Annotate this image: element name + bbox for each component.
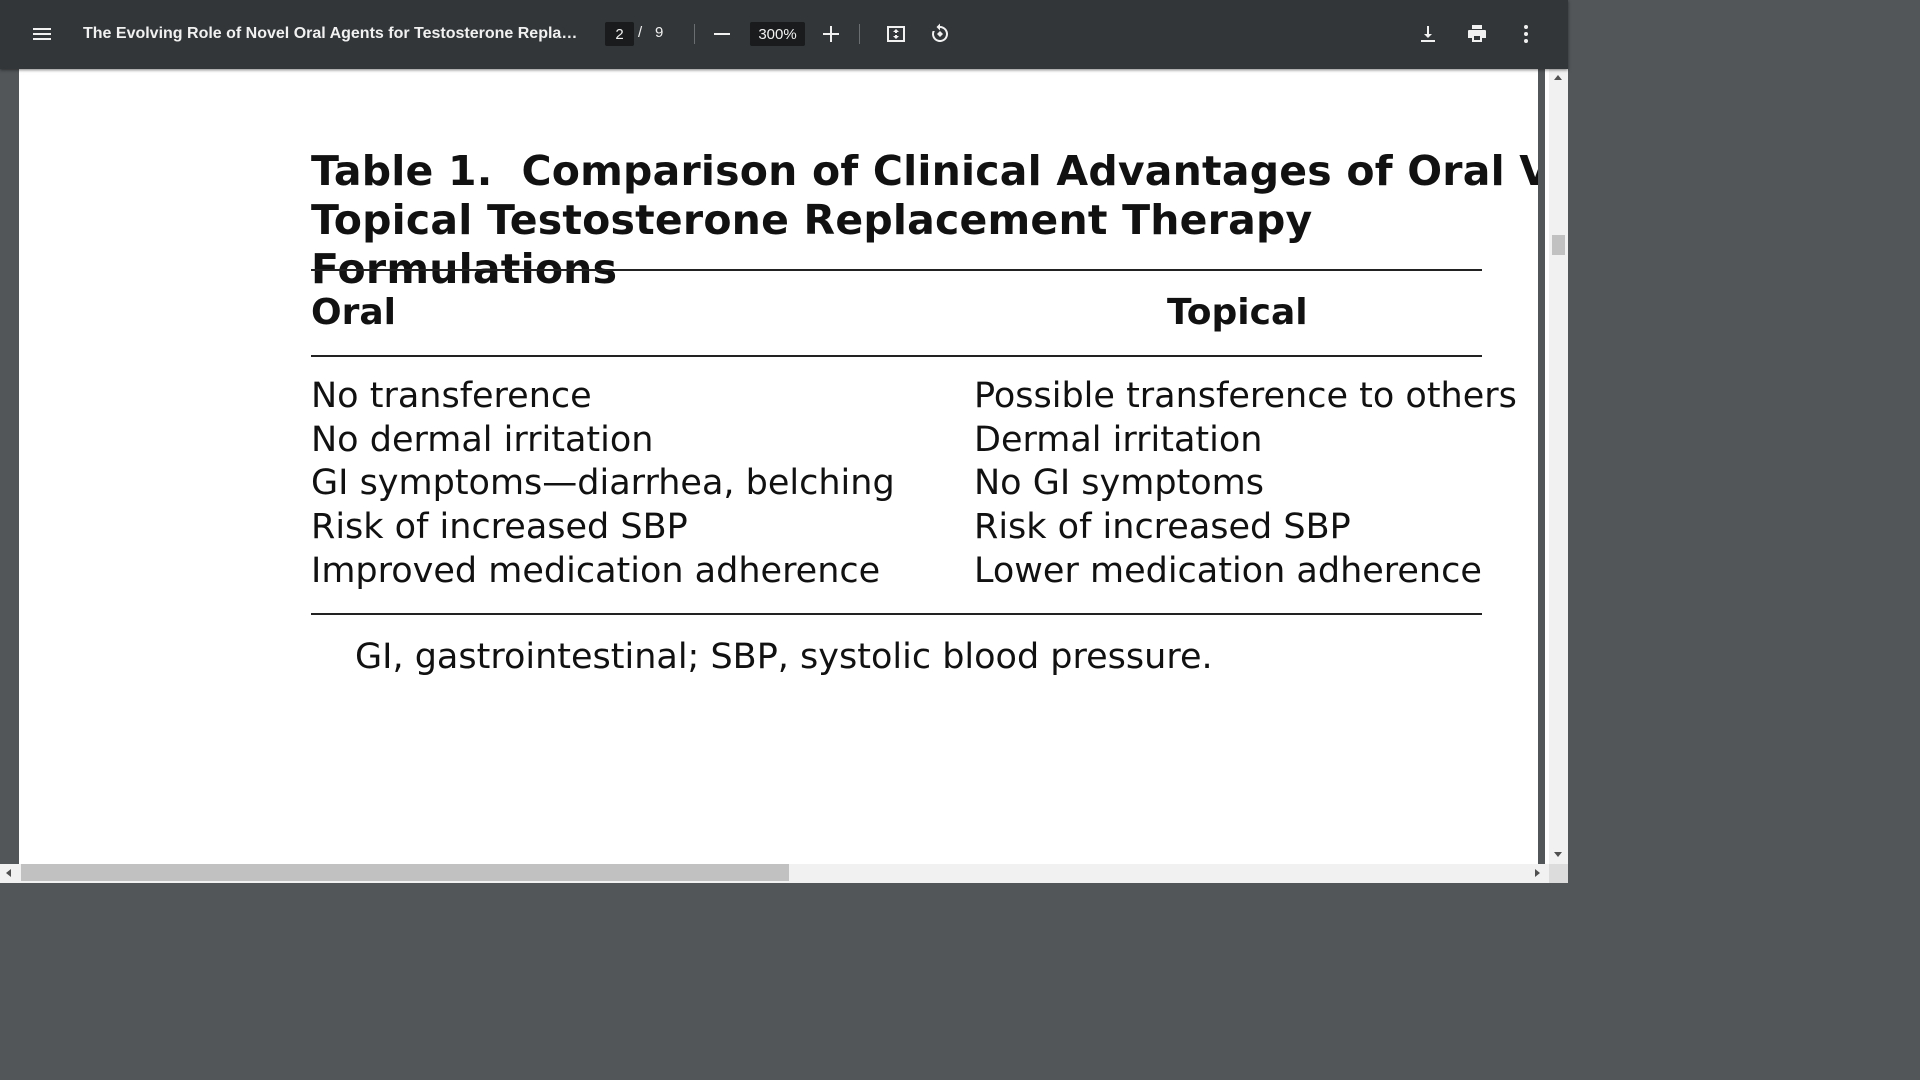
fit-to-page-icon[interactable]	[876, 14, 916, 54]
table-cell-topical: Risk of increased SBP	[974, 507, 1351, 547]
menu-icon[interactable]	[22, 14, 62, 54]
table-title-line-2: Topical Testosterone Replacement Therapy…	[311, 196, 1313, 293]
table-rule-top	[311, 269, 1482, 271]
print-icon[interactable]	[1457, 14, 1497, 54]
page-number-input[interactable]	[605, 22, 634, 46]
table-cell-topical: Lower medication adherence	[974, 551, 1482, 591]
horizontal-scrollbar[interactable]	[0, 864, 1549, 883]
table-cell-topical: Dermal irritation	[974, 420, 1263, 460]
table-cell-oral: Risk of increased SBP	[311, 507, 688, 547]
table-footnote: GI, gastrointestinal; SBP, systolic bloo…	[355, 637, 1213, 677]
page-total: 9	[655, 24, 664, 41]
table-cell-oral: Improved medication adherence	[311, 551, 881, 591]
table-rule-bottom	[311, 613, 1482, 615]
table-cell-oral: No dermal irritation	[311, 420, 654, 460]
table-cell-topical: Possible transference to others	[974, 376, 1517, 416]
rotate-icon[interactable]	[920, 14, 960, 54]
scroll-up-arrow-icon[interactable]	[1554, 75, 1562, 80]
minus-icon[interactable]	[702, 14, 742, 54]
column-header-topical: Topical	[1167, 292, 1308, 333]
table-title: Table 1. Comparison of Clinical Advantag…	[311, 147, 1538, 294]
toolbar-divider	[859, 24, 860, 44]
table-cell-oral: GI symptoms—diarrhea, belching	[311, 463, 895, 503]
horizontal-scroll-thumb[interactable]	[21, 864, 789, 881]
more-vert-icon[interactable]	[1506, 14, 1546, 54]
scroll-right-arrow-icon[interactable]	[1535, 869, 1540, 877]
zoom-level-input[interactable]	[750, 22, 805, 46]
download-icon[interactable]	[1408, 14, 1448, 54]
column-header-oral: Oral	[311, 292, 396, 333]
toolbar-divider	[694, 24, 695, 44]
plus-icon[interactable]	[811, 14, 851, 54]
table-cell-oral: No transference	[311, 376, 592, 416]
table-title-line-1: Table 1. Comparison of Clinical Advantag…	[311, 147, 1538, 195]
document-viewer[interactable]: Table 1. Comparison of Clinical Advantag…	[0, 69, 1568, 883]
pdf-page: Table 1. Comparison of Clinical Advantag…	[19, 69, 1538, 864]
page-separator: /	[638, 24, 643, 41]
scroll-down-arrow-icon[interactable]	[1554, 852, 1562, 857]
vertical-scrollbar[interactable]	[1549, 69, 1568, 864]
table-cell-topical: No GI symptoms	[974, 463, 1265, 503]
scrollbar-corner	[1549, 864, 1568, 883]
adjacent-page-edge	[1545, 69, 1549, 864]
table-rule-header	[311, 355, 1482, 357]
vertical-scroll-thumb[interactable]	[1552, 235, 1565, 255]
pdf-toolbar: The Evolving Role of Novel Oral Agents f…	[0, 0, 1568, 69]
scroll-left-arrow-icon[interactable]	[6, 869, 11, 877]
document-title: The Evolving Role of Novel Oral Agents f…	[83, 25, 583, 42]
